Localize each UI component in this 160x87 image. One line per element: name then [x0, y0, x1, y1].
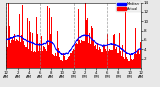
Legend: Median, Actual: Median, Actual: [116, 1, 141, 12]
